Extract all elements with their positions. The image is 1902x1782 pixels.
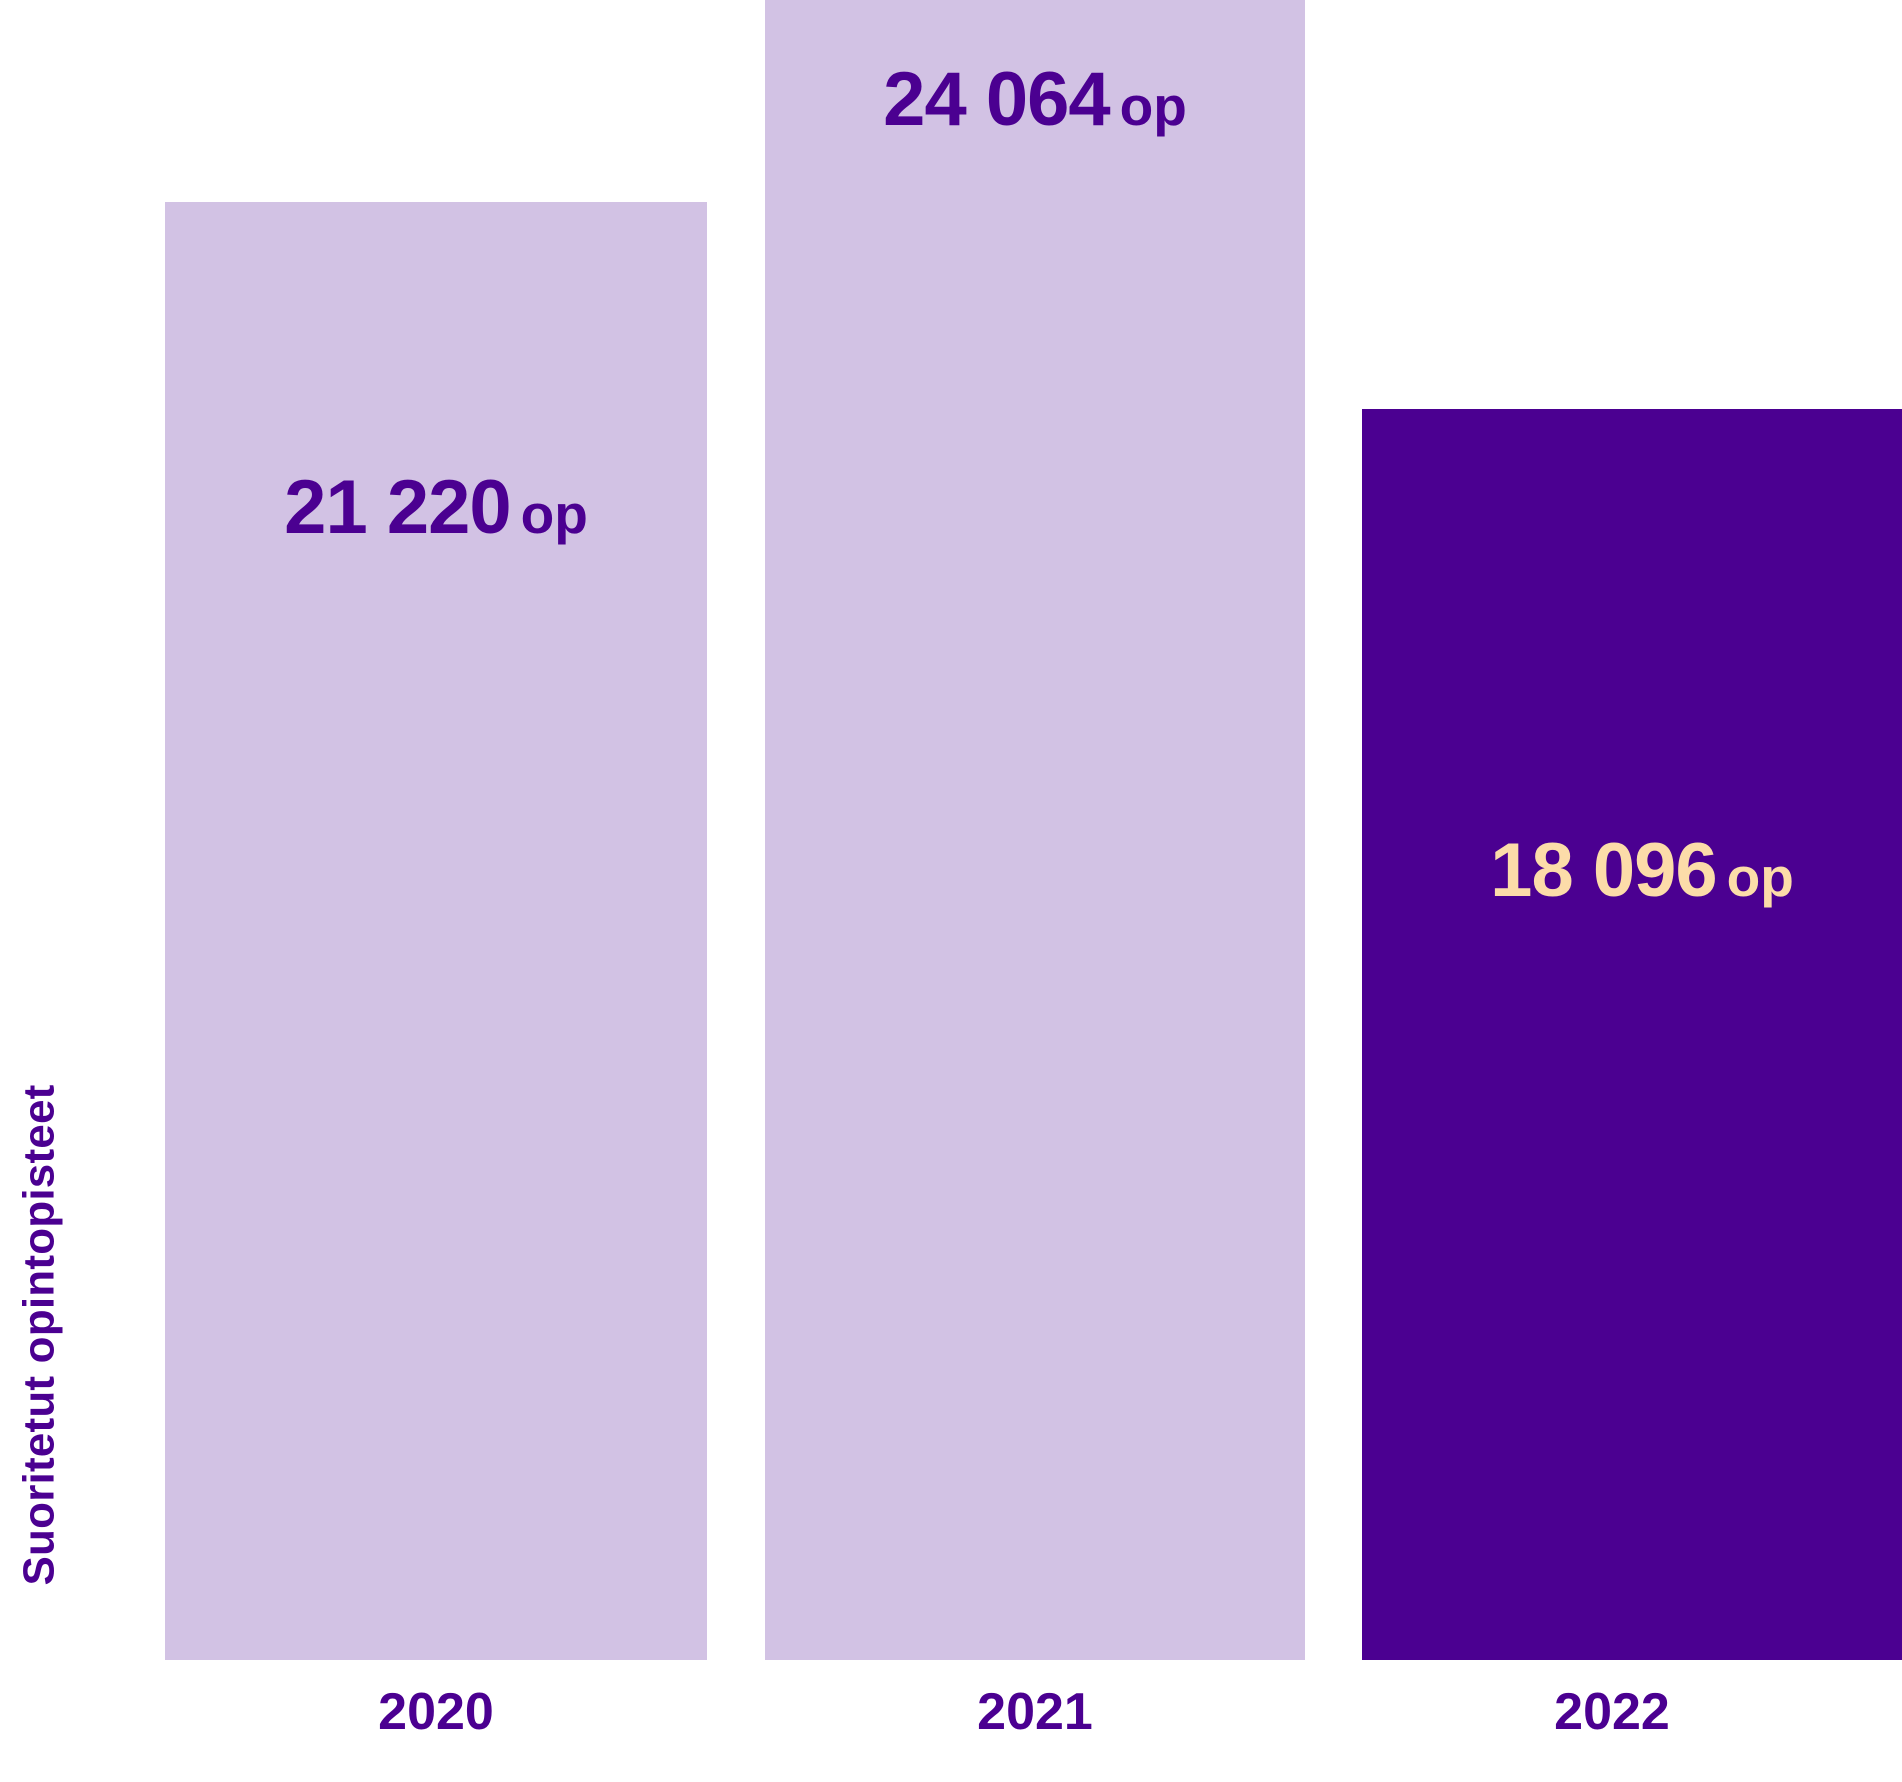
x-axis: 2020 2021 2022 xyxy=(0,1660,1902,1782)
bar-value-2022: 18 096 xyxy=(1490,828,1717,913)
bar-unit-2020: op xyxy=(520,483,588,545)
bar-unit-2022: op xyxy=(1726,846,1794,908)
bar-value-label-2020: 21 220 op xyxy=(165,470,707,546)
x-tick-2022: 2022 xyxy=(1554,1683,1670,1741)
x-tick-2020: 2020 xyxy=(378,1683,494,1741)
bar-2020[interactable]: 21 220 op xyxy=(165,202,707,1660)
bar-value-label-2022: 18 096 op xyxy=(1362,833,1902,909)
plot-area: 21 220 op 24 064 op 18 096 op xyxy=(165,0,1902,1660)
bar-unit-2021: op xyxy=(1119,75,1187,137)
bar-value-2020: 21 220 xyxy=(284,465,511,550)
bar-value-2021: 24 064 xyxy=(883,57,1110,142)
bar-value-label-2021: 24 064 op xyxy=(765,62,1305,138)
x-tick-2021: 2021 xyxy=(977,1683,1093,1741)
bar-2022[interactable]: 18 096 op xyxy=(1362,409,1902,1660)
bar-2021[interactable]: 24 064 op xyxy=(765,0,1305,1660)
